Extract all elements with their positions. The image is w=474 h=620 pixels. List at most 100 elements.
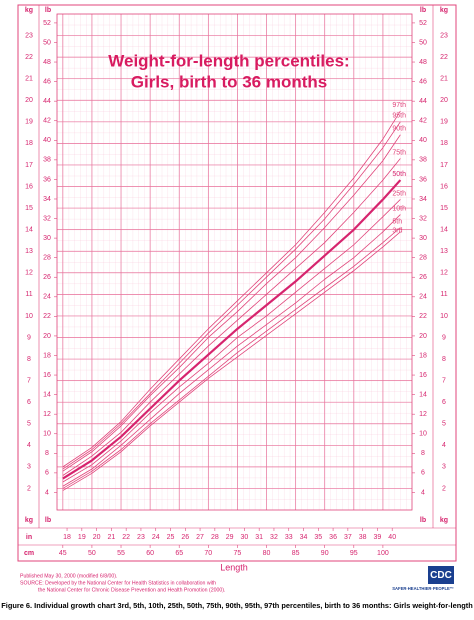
y-tick-label: 6 (442, 399, 446, 406)
percentile-curve (62, 179, 402, 480)
x-tick-label: 85 (292, 550, 300, 557)
y-tick-label: 13 (440, 248, 448, 255)
y2-tick-label: 20 (419, 333, 427, 340)
chart-title: Weight-for-length percentiles: (108, 51, 349, 70)
series-label: 3rd (392, 227, 402, 234)
y2-tick-label: 26 (419, 274, 427, 281)
y-tick-label: 2 (27, 485, 31, 492)
series-label: 50th (392, 171, 406, 178)
percentile-curve (62, 121, 401, 470)
x-tick-label: 50 (88, 550, 96, 557)
y-tick-label: 7 (27, 377, 31, 384)
y-tick-label: 17 (25, 162, 33, 169)
y2-tick-label: 40 (43, 137, 51, 144)
y2-tick-label: 10 (419, 431, 427, 438)
series-label: 75th (392, 149, 406, 156)
y-tick-label: 20 (440, 97, 448, 104)
logo: CDC (430, 570, 452, 581)
y-tick-label: 12 (25, 270, 33, 277)
y-tick-label: 23 (25, 32, 33, 39)
y2-axis-unit: lb (420, 517, 426, 524)
x2-axis-unit: in (26, 534, 32, 541)
y-tick-label: 15 (25, 205, 33, 212)
x-tick-label: 80 (263, 550, 271, 557)
y2-tick-label: 12 (43, 411, 51, 418)
y2-tick-label: 44 (43, 98, 51, 105)
y-tick-label: 4 (442, 442, 446, 449)
y-axis-unit: kg (25, 517, 33, 524)
y2-tick-label: 18 (43, 352, 51, 359)
x-tick-label: 90 (321, 550, 329, 557)
x2-tick-label: 37 (344, 534, 352, 541)
caption: Figure 6. Individual growth chart 3rd, 5… (1, 601, 473, 610)
y2-tick-label: 52 (419, 20, 427, 27)
logo-tagline: SAFER·HEALTHIER·PEOPLE™ (392, 586, 454, 591)
curves (62, 110, 402, 491)
y2-tick-label: 26 (43, 274, 51, 281)
percentile-curve (62, 227, 401, 489)
y-tick-label: 14 (25, 226, 33, 233)
x2-tick-label: 26 (181, 534, 189, 541)
x2-tick-label: 18 (63, 534, 71, 541)
y2-tick-label: 50 (43, 39, 51, 46)
y-tick-label: 13 (25, 248, 33, 255)
y-tick-label: 8 (442, 356, 446, 363)
y2-tick-label: 38 (419, 157, 427, 164)
x2-tick-label: 23 (137, 534, 145, 541)
x2-tick-label: 24 (152, 534, 160, 541)
plot-frame (56, 13, 413, 511)
y-tick-label: 4 (27, 442, 31, 449)
y-axis-unit: kg (440, 517, 448, 524)
x-axis-label: Length (220, 562, 248, 572)
x2-tick-label: 33 (285, 534, 293, 541)
series-label: 97th (392, 102, 406, 109)
footer-published: Published May 30, 2000 (modified 6/8/00)… (20, 573, 117, 579)
y2-tick-label: 24 (43, 294, 51, 301)
y2-tick-label: 38 (43, 157, 51, 164)
y2-tick-label: 44 (419, 98, 427, 105)
x2-tick-label: 28 (211, 534, 219, 541)
y-tick-label: 19 (25, 119, 33, 126)
y2-tick-label: 24 (419, 294, 427, 301)
y-tick-label: 19 (440, 119, 448, 126)
y2-tick-label: 22 (419, 313, 427, 320)
x-axis-unit: cm (24, 550, 34, 557)
x2-tick-label: 30 (241, 534, 249, 541)
y2-tick-label: 4 (45, 489, 49, 496)
y2-tick-label: 36 (419, 176, 427, 183)
y2-tick-label: 34 (43, 196, 51, 203)
x2-tick-label: 36 (329, 534, 337, 541)
percentile-curve (62, 110, 401, 468)
y-tick-label: 18 (440, 140, 448, 147)
y2-tick-label: 6 (421, 470, 425, 477)
y2-tick-label: 22 (43, 313, 51, 320)
y-tick-label: 9 (27, 334, 31, 341)
y2-tick-label: 16 (43, 372, 51, 379)
percentile-curve (62, 214, 401, 487)
y2-tick-label: 46 (419, 78, 427, 85)
y2-tick-label: 48 (43, 59, 51, 66)
x2-tick-label: 35 (314, 534, 322, 541)
x2-tick-label: 34 (300, 534, 308, 541)
y2-axis-unit: lb (45, 517, 51, 524)
y2-tick-label: 42 (419, 118, 427, 125)
y2-axis-unit: lb (45, 7, 51, 14)
y-tick-label: 3 (442, 464, 446, 471)
y-tick-label: 22 (25, 54, 33, 61)
y2-tick-label: 18 (419, 352, 427, 359)
y-axis-unit: kg (440, 7, 448, 14)
y-tick-label: 11 (440, 291, 447, 298)
y-tick-label: 21 (25, 76, 33, 83)
x-tick-label: 95 (350, 550, 358, 557)
y-tick-label: 7 (442, 377, 446, 384)
y-tick-label: 6 (27, 399, 31, 406)
percentile-curve (62, 199, 401, 483)
y2-tick-label: 4 (421, 489, 425, 496)
y-tick-label: 23 (440, 32, 448, 39)
y-tick-label: 14 (440, 226, 448, 233)
y-tick-label: 15 (440, 205, 448, 212)
x-tick-label: 70 (204, 550, 212, 557)
y2-tick-label: 10 (43, 431, 51, 438)
